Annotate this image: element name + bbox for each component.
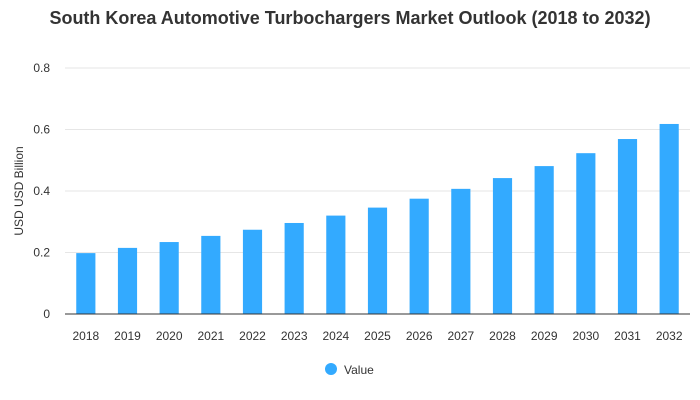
bar: [492, 178, 513, 314]
y-tick-label: 0.2: [33, 246, 50, 260]
bar: [451, 188, 471, 314]
legend: Value: [325, 363, 374, 377]
bar: [326, 215, 346, 314]
y-axis-title: USD USD Billion: [12, 146, 26, 235]
bar: [201, 235, 221, 314]
y-tick-label: 0.6: [33, 123, 50, 137]
bar: [409, 198, 429, 314]
x-tick-label: 2030: [572, 329, 599, 343]
bar: [659, 123, 679, 314]
legend-label: Value: [344, 363, 374, 377]
bar: [242, 229, 263, 314]
bar: [576, 153, 596, 314]
bar: [117, 247, 138, 314]
bar: [159, 242, 179, 314]
x-tick-label: 2021: [197, 329, 224, 343]
bar: [367, 207, 388, 314]
x-tick-label: 2024: [322, 329, 349, 343]
bar: [76, 253, 96, 314]
y-tick-label: 0.8: [33, 61, 50, 75]
y-tick-label: 0: [43, 307, 50, 321]
legend-marker: [325, 363, 337, 375]
bar: [284, 222, 304, 314]
x-tick-label: 2018: [72, 329, 99, 343]
x-tick-label: 2029: [531, 329, 558, 343]
bar: [534, 166, 554, 314]
x-tick-label: 2032: [656, 329, 683, 343]
x-tick-label: 2023: [281, 329, 308, 343]
x-tick-label: 2019: [114, 329, 141, 343]
x-tick-label: 2020: [156, 329, 183, 343]
x-tick-label: 2031: [614, 329, 641, 343]
bar: [617, 139, 638, 314]
labels: 0 0.2 0.4 0.6 0.8 2018 2019 2020 2021 2022 2023 202…: [12, 61, 683, 343]
x-tick-label: 2026: [406, 329, 433, 343]
x-tick-label: 2022: [239, 329, 266, 343]
x-tick-label: 2025: [364, 329, 391, 343]
bars: [76, 123, 679, 314]
x-tick-label: 2028: [489, 329, 516, 343]
y-tick-label: 0.4: [33, 184, 50, 198]
x-tick-label: 2027: [447, 329, 474, 343]
chart-title: South Korea Automotive Turbochargers Mar…: [49, 8, 651, 28]
